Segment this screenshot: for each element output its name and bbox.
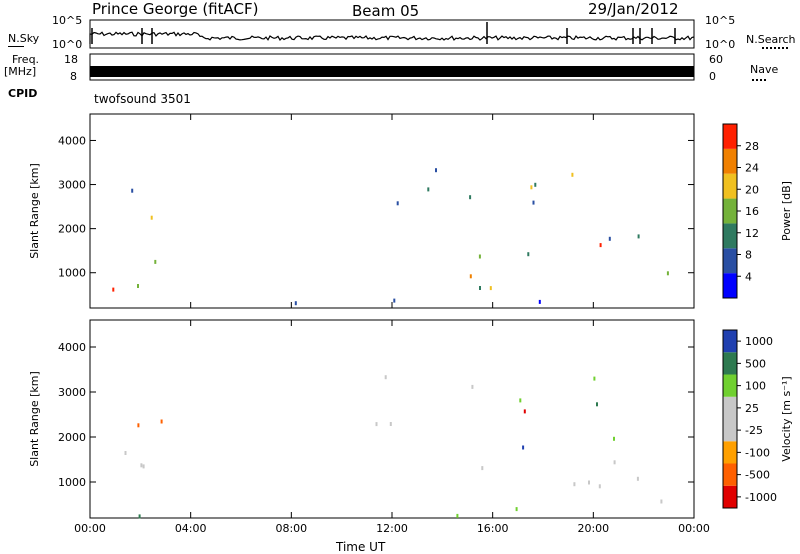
- y-tick-label: 1000: [58, 267, 86, 280]
- colorbar-tick: 28: [745, 140, 759, 153]
- colorbar-tick: -500: [745, 469, 770, 482]
- nsky-label: N.Sky: [8, 32, 40, 45]
- colorbar-tick: -100: [745, 446, 770, 459]
- y-tick-label: 3000: [58, 179, 86, 192]
- x-tick-label: 12:00: [376, 522, 408, 535]
- nsearch-line-key: [762, 47, 788, 49]
- colorbar-tick: 500: [745, 357, 766, 370]
- colorbar-swatch: [723, 198, 737, 224]
- nsky-line-key: [8, 46, 24, 47]
- nave-line-key: [752, 79, 766, 81]
- colorbar-tick: 20: [745, 183, 759, 196]
- colorbar-swatch: [723, 396, 737, 419]
- colorbar-tick: 24: [745, 162, 759, 175]
- colorbar-swatch: [723, 374, 737, 397]
- colorbar-tick: 12: [745, 227, 759, 240]
- colorbar-swatch: [723, 124, 737, 149]
- x-tick-label: 00:00: [74, 522, 106, 535]
- noise-panel-frame: [89, 19, 695, 49]
- x-tick-label: 08:00: [275, 522, 307, 535]
- colorbar-tick: 8: [745, 249, 752, 262]
- colorbar-swatch: [723, 352, 737, 375]
- x-tick-label: 20:00: [577, 522, 609, 535]
- panel-frame: [89, 113, 695, 309]
- colorbar-swatch: [723, 273, 737, 298]
- colorbar-tick: -1000: [745, 491, 777, 504]
- station-title: Prince George (fitACF): [92, 0, 259, 18]
- noise-tick-high-right: 10^5: [705, 14, 736, 27]
- colorbar-tick: 1000: [745, 335, 773, 348]
- freq-tick-low: 8: [70, 70, 77, 83]
- noise-tick-high: 10^5: [52, 14, 83, 27]
- noise-tick-low-right: 10^0: [705, 38, 736, 51]
- colorbar-swatch: [723, 419, 737, 442]
- colorbar-title: Velocity [m s⁻¹]: [780, 376, 793, 461]
- y-axis-title: Slant Range [km]: [28, 163, 41, 259]
- freq-nave-band: [90, 66, 694, 77]
- noise-tick-low: 10^0: [52, 38, 83, 51]
- noise-trace: [89, 22, 695, 44]
- power-panel: 1000 2000 3000 4000 Slant Range [km] 28 24 20 16…: [28, 113, 793, 309]
- colorbar-title: Power [dB]: [780, 181, 793, 241]
- y-axis-title: Slant Range [km]: [28, 371, 41, 467]
- freq-tick-high: 18: [64, 53, 78, 66]
- x-tick-label: 16:00: [477, 522, 509, 535]
- colorbar-swatch: [723, 485, 737, 508]
- date-label: 29/Jan/2012: [588, 0, 679, 18]
- x-axis-title: Time UT: [336, 540, 386, 554]
- velocity-panel: 1000 2000 3000 4000 Slant Range [km] 00:00 04:…: [28, 319, 793, 535]
- colorbar-tick: 100: [745, 380, 766, 393]
- colorbar-tick: 4: [745, 270, 752, 283]
- colorbar-swatch: [723, 248, 737, 274]
- panel-frame: [89, 319, 695, 519]
- x-tick-label: 04:00: [175, 522, 207, 535]
- colorbar-tick: 25: [745, 402, 759, 415]
- colorbar-swatch: [723, 173, 737, 199]
- freq-label: Freq.: [12, 53, 40, 66]
- cpid-label: CPID: [8, 87, 38, 100]
- y-tick-label: 4000: [58, 341, 86, 354]
- colorbar-swatch: [723, 223, 737, 249]
- y-tick-label: 4000: [58, 134, 86, 147]
- y-tick-label: 1000: [58, 476, 86, 489]
- nave-tick-low: 0: [709, 70, 716, 83]
- y-tick-label: 2000: [58, 431, 86, 444]
- colorbar-swatch: [723, 148, 737, 174]
- cpid-value: twofsound 3501: [94, 92, 191, 106]
- x-tick-label: 00:00: [678, 522, 710, 535]
- colorbar-swatch: [723, 330, 737, 353]
- freq-unit: [MHz]: [4, 65, 37, 78]
- nave-label: Nave: [750, 63, 779, 76]
- y-tick-label: 3000: [58, 386, 86, 399]
- colorbar-swatch: [723, 441, 737, 464]
- colorbar-tick: -25: [745, 424, 763, 437]
- y-tick-label: 2000: [58, 223, 86, 236]
- colorbar-tick: 16: [745, 205, 759, 218]
- colorbar-swatch: [723, 463, 737, 486]
- nave-tick-high: 60: [709, 53, 723, 66]
- nsearch-label: N.Search: [746, 33, 796, 46]
- beam-label: Beam 05: [352, 2, 420, 20]
